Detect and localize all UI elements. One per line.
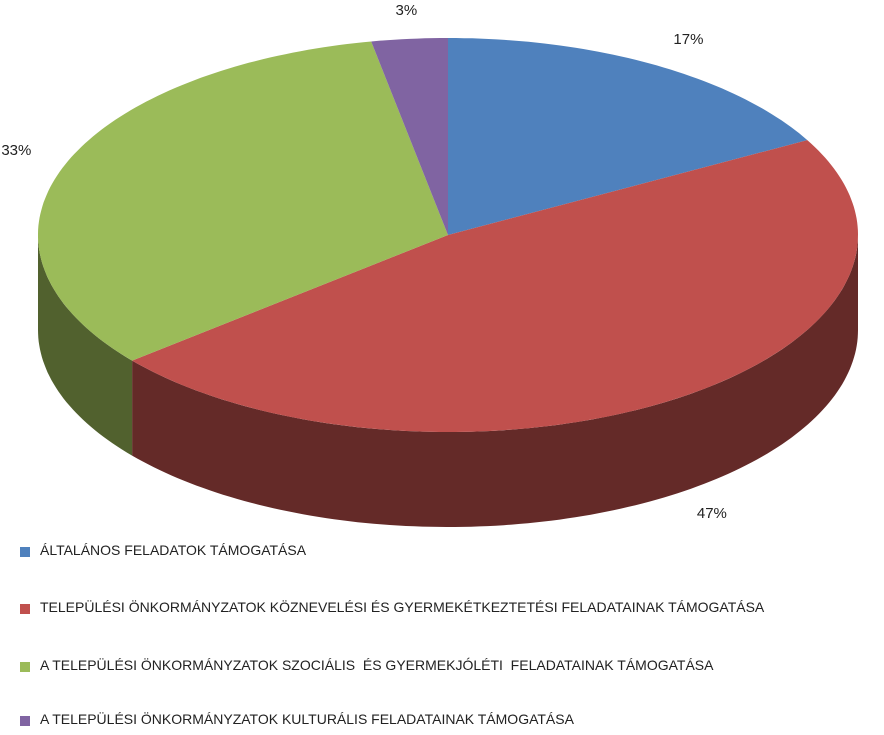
legend-swatch xyxy=(20,716,30,726)
chart: 17% 47% 33% 3% xyxy=(1,2,859,527)
legend-swatch xyxy=(20,604,30,614)
slice xyxy=(371,38,448,235)
slice xyxy=(448,38,808,235)
data-label: 3% xyxy=(395,2,417,19)
slice xyxy=(132,140,859,432)
legend-label: TELEPÜLÉSI ÖNKORMÁNYZATOK KÖZNEVELÉSI ÉS… xyxy=(40,599,765,615)
legend-item: ÁLTALÁNOS FELADATOK TÁMOGATÁSA xyxy=(20,542,870,562)
data-label: 33% xyxy=(1,142,31,159)
data-label: 17% xyxy=(673,31,703,48)
legend-item: A TELEPÜLÉSI ÖNKORMÁNYZATOK SZOCIÁLIS ÉS… xyxy=(20,657,870,677)
legend-label: A TELEPÜLÉSI ÖNKORMÁNYZATOK SZOCIÁLIS ÉS… xyxy=(40,657,714,673)
slice xyxy=(38,41,448,361)
legend-swatch xyxy=(20,662,30,672)
legend-label: ÁLTALÁNOS FELADATOK TÁMOGATÁSA xyxy=(40,542,307,558)
legend-item: TELEPÜLÉSI ÖNKORMÁNYZATOK KÖZNEVELÉSI ÉS… xyxy=(20,599,870,619)
legend-swatch xyxy=(20,547,30,557)
data-label: 47% xyxy=(697,505,727,522)
legend-label: A TELEPÜLÉSI ÖNKORMÁNYZATOK KULTURÁLIS F… xyxy=(40,711,574,727)
legend-item: A TELEPÜLÉSI ÖNKORMÁNYZATOK KULTURÁLIS F… xyxy=(20,711,870,731)
slice-side xyxy=(38,235,133,456)
slice-side xyxy=(132,235,859,527)
